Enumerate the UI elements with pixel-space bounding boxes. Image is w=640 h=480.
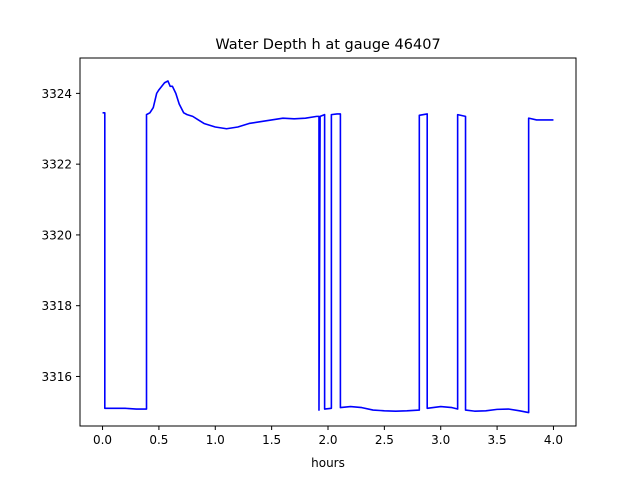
y-tick-label: 3324 bbox=[41, 87, 72, 101]
x-tick-label: 3.0 bbox=[431, 433, 450, 447]
series-line-0 bbox=[102, 80, 554, 414]
x-axis-label: hours bbox=[311, 456, 345, 470]
y-tick-label: 3322 bbox=[41, 158, 72, 172]
chart-title: Water Depth h at gauge 46407 bbox=[215, 37, 440, 53]
x-tick-label: 0.0 bbox=[93, 433, 112, 447]
axes: 0.0 0.5 1.0 1.5 2.0 2.5 3.0 3.5 4.0 3316 3318 3320 3… bbox=[41, 57, 577, 447]
x-tick-label: 1.5 bbox=[262, 433, 281, 447]
y-tick-label: 3320 bbox=[41, 228, 72, 242]
plot-area bbox=[102, 80, 554, 414]
x-tick-label: 3.5 bbox=[488, 433, 507, 447]
x-tick-label: 2.5 bbox=[375, 433, 394, 447]
x-tick-label: 1.0 bbox=[206, 433, 225, 447]
x-tick-label: 2.0 bbox=[318, 433, 337, 447]
x-tick-label: 4.0 bbox=[544, 433, 563, 447]
y-tick-label: 3316 bbox=[41, 370, 72, 384]
y-tick-label: 3318 bbox=[41, 299, 72, 313]
x-tick-label: 0.5 bbox=[149, 433, 168, 447]
